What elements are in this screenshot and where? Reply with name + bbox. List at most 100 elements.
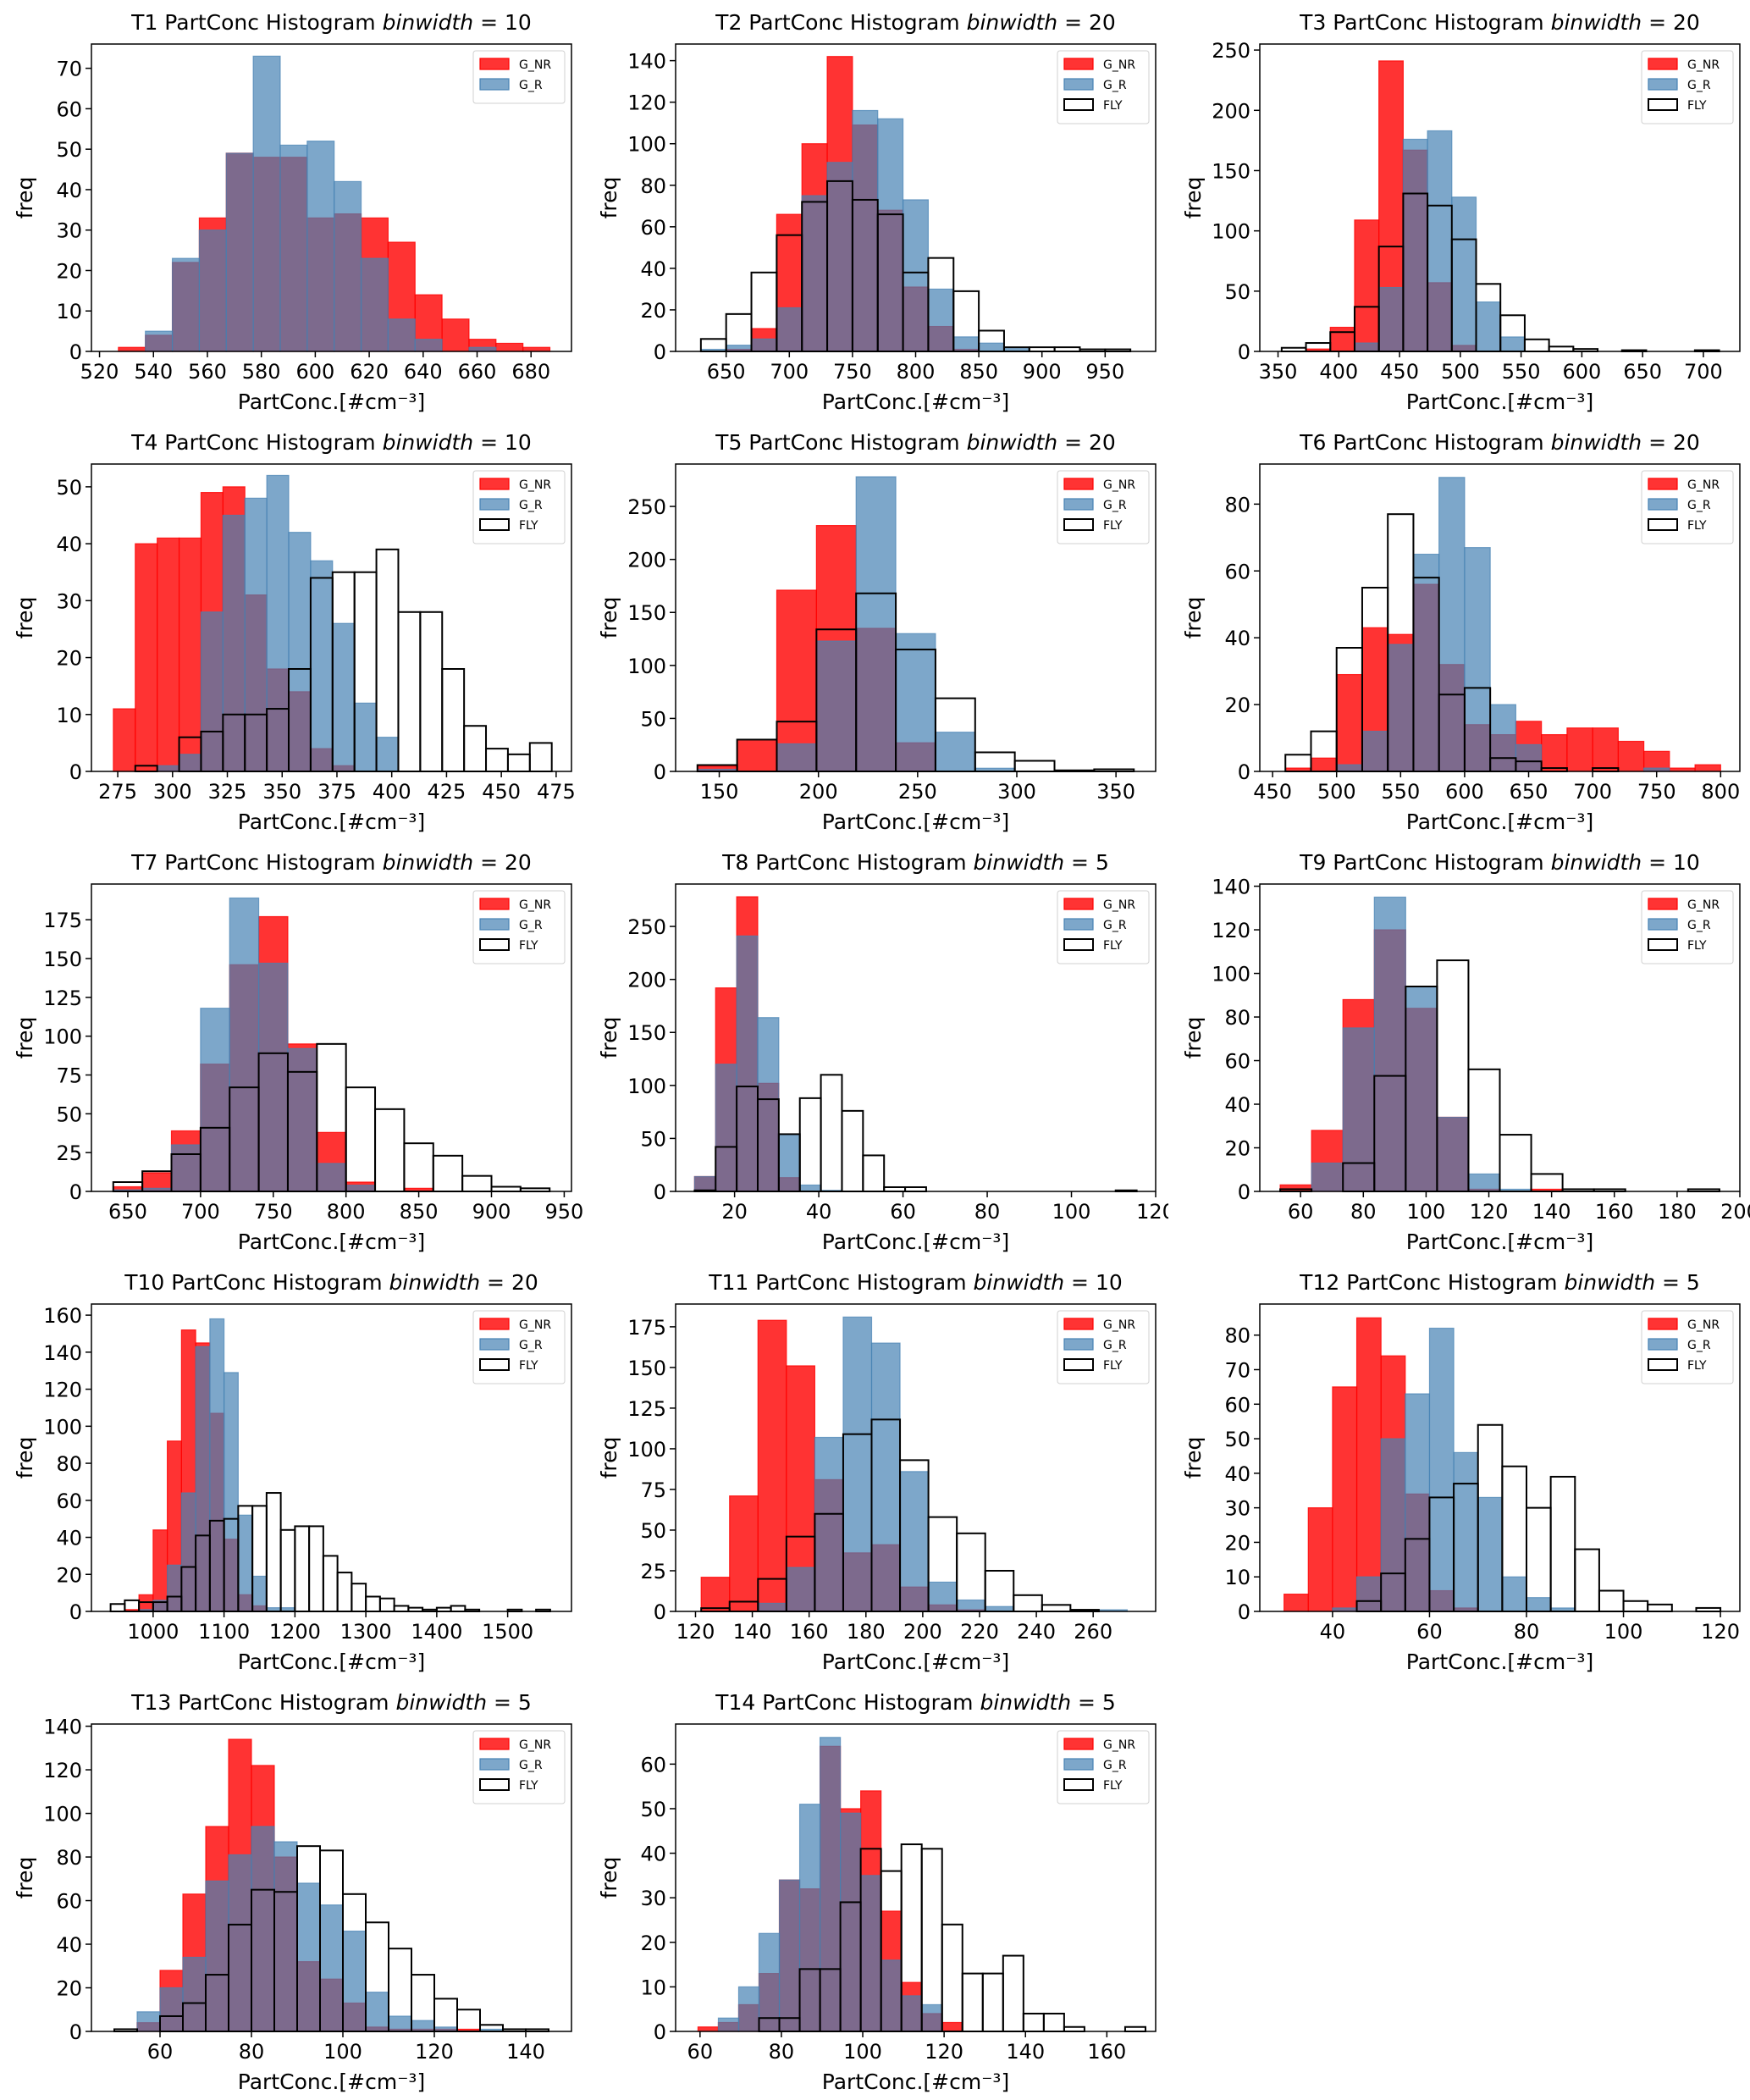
histogram-bar (433, 1998, 458, 2032)
x-tick-label: 300 (997, 780, 1036, 804)
histogram-bar (819, 1737, 842, 2032)
legend-swatch-g-nr (1063, 898, 1094, 910)
histogram-bar (1647, 1603, 1673, 1612)
chart-title: T9 PartConc Histogram binwidth = 10 (1299, 850, 1700, 875)
histogram-bar (171, 257, 201, 352)
y-tick-label: 40 (1224, 627, 1250, 650)
y-tick-label: 10 (56, 300, 82, 323)
y-tick-label: 200 (1212, 99, 1250, 123)
legend-label: G_NR (1687, 478, 1720, 492)
x-tick-label: 680 (511, 360, 550, 384)
x-tick-label: 260 (1074, 1620, 1112, 1644)
y-tick-label: 50 (640, 1798, 666, 1821)
histogram-bar (397, 611, 422, 772)
histogram-bar (109, 1603, 126, 1613)
histogram-bar (334, 180, 362, 352)
x-tick-label: 450 (1380, 360, 1419, 384)
legend-swatch-g-r (1063, 498, 1094, 511)
histogram-bar (1574, 1548, 1600, 1612)
y-axis-label: freq (597, 597, 621, 639)
y-tick-label: 150 (1212, 159, 1250, 183)
legend-label: G_R (1103, 1759, 1127, 1772)
y-tick-label: 70 (1224, 1358, 1250, 1382)
legend-label: FLY (1103, 1779, 1123, 1793)
legend-label: FLY (519, 519, 538, 533)
histogram-bar (273, 1841, 298, 2032)
legend-label: FLY (1687, 99, 1707, 113)
x-tick-label: 20 (721, 1200, 748, 1224)
legend: G_NR G_R FLY (1057, 1730, 1150, 1804)
legend-label: FLY (519, 1359, 538, 1373)
histogram-bar (1013, 760, 1056, 772)
legend-label: G_R (1103, 1339, 1127, 1352)
histogram-bar (287, 1047, 317, 1192)
histogram-bar (877, 118, 904, 352)
legend-label: G_R (519, 919, 543, 932)
y-tick-label: 80 (56, 1452, 82, 1476)
y-tick-label: 0 (69, 340, 82, 364)
histogram-bar (1279, 1184, 1312, 1192)
histogram-bar (375, 737, 400, 772)
x-tick-label: 660 (458, 360, 497, 384)
histogram-bar (378, 1597, 395, 1613)
legend-label: G_R (1103, 499, 1127, 512)
series-g-r (136, 1826, 504, 2032)
histogram-bar (1354, 219, 1380, 352)
y-tick-label: 60 (56, 97, 82, 121)
legend-swatch-fly (479, 1778, 510, 1791)
y-tick-label: 25 (56, 1141, 82, 1165)
histogram-bar (927, 1581, 958, 1612)
y-tick-label: 60 (56, 1890, 82, 1914)
y-tick-label: 60 (56, 1489, 82, 1513)
chart-svg: T9 PartConc Histogram binwidth = 10 60 80 1… (1181, 850, 1750, 1254)
histogram-bar (860, 1875, 882, 2032)
histogram-bar (820, 1074, 843, 1192)
y-tick-label: 60 (640, 216, 666, 240)
y-axis-label: freq (1181, 1437, 1206, 1479)
histogram-bar (717, 2017, 740, 2032)
x-tick-label: 140 (1006, 2040, 1045, 2064)
x-tick-label: 700 (1573, 780, 1612, 804)
y-axis-label: freq (597, 1017, 621, 1059)
histogram-bar (1329, 326, 1355, 352)
legend-swatch-fly (479, 1358, 510, 1371)
legend-swatch-fly (1063, 1778, 1094, 1791)
histogram-panel-t7: T7 PartConc Histogram binwidth = 20 650 70… (0, 840, 584, 1260)
x-tick-label: 200 (903, 1620, 942, 1644)
y-tick-label: 50 (640, 1519, 666, 1543)
histogram-bar (342, 1930, 367, 2032)
y-tick-label: 20 (56, 259, 82, 283)
histogram-bar (1380, 1438, 1406, 1612)
histogram-bar (351, 1583, 367, 1612)
x-tick-label: 80 (769, 2040, 795, 2064)
histogram-bar (1378, 286, 1404, 352)
histogram-bar (1310, 757, 1338, 772)
histogram-bar (1307, 1507, 1333, 1612)
histogram-panel-t5: T5 PartConc Histogram binwidth = 20 150 20… (584, 420, 1168, 840)
x-tick-label: 500 (1441, 360, 1480, 384)
legend-label: G_NR (1687, 898, 1720, 912)
histogram-bar (1284, 1594, 1309, 1612)
histogram-bar (157, 537, 180, 772)
histogram-bar (388, 2015, 412, 2032)
histogram-bar (200, 1008, 230, 1192)
x-tick-label: 750 (1637, 780, 1676, 804)
x-tick-label: 580 (242, 360, 281, 384)
histogram-bar (715, 1064, 737, 1192)
legend: G_NR G_R FLY (1057, 50, 1150, 124)
legend-swatch-g-nr (1063, 1738, 1094, 1750)
x-tick-label: 560 (188, 360, 227, 384)
chart-title: T8 PartConc Histogram binwidth = 5 (721, 850, 1109, 875)
legend-swatch-g-nr (479, 898, 510, 910)
legend-swatch-g-nr (1063, 58, 1094, 70)
legend-label: FLY (1103, 99, 1123, 113)
series-g-r (717, 1737, 943, 2032)
y-axis-label: freq (1181, 1017, 1206, 1059)
y-tick-label: 0 (69, 2020, 82, 2044)
histogram-panel-t3: T3 PartConc Histogram binwidth = 20 350 40… (1168, 0, 1750, 420)
histogram-bar (736, 935, 759, 1192)
histogram-bar (1622, 1600, 1649, 1612)
x-tick-label: 520 (80, 360, 119, 384)
chart-svg: T4 PartConc Histogram binwidth = 10 275 30… (13, 430, 576, 834)
legend-label: G_NR (1103, 1738, 1135, 1752)
